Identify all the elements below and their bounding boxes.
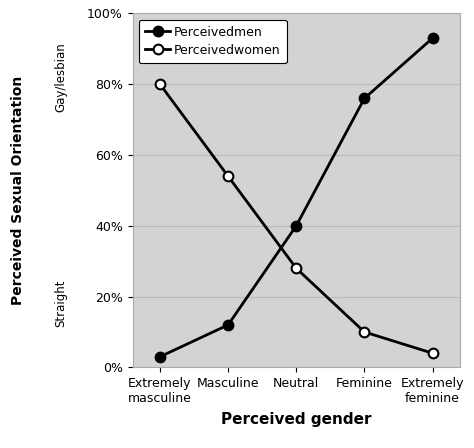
Line: Perceivedmen: Perceivedmen	[155, 33, 438, 362]
Perceivedwomen	[429, 350, 435, 356]
Perceivedmen	[362, 96, 367, 101]
Line: Perceivedwomen: Perceivedwomen	[155, 79, 438, 358]
Perceivedwomen	[293, 266, 299, 271]
Perceivedmen	[225, 322, 231, 327]
Legend: Perceivedmen, Perceivedwomen: Perceivedmen, Perceivedwomen	[139, 20, 287, 63]
Text: Gay/lesbian: Gay/lesbian	[54, 42, 67, 112]
Perceivedmen	[157, 354, 163, 359]
Y-axis label: Perceived Sexual Orientation: Perceived Sexual Orientation	[10, 76, 25, 305]
Perceivedwomen	[225, 173, 231, 179]
Perceivedmen	[293, 223, 299, 228]
Text: Straight: Straight	[54, 280, 67, 327]
Perceivedwomen	[362, 329, 367, 335]
Perceivedwomen	[157, 82, 163, 87]
Perceivedmen	[429, 35, 435, 41]
X-axis label: Perceived gender: Perceived gender	[221, 412, 372, 427]
